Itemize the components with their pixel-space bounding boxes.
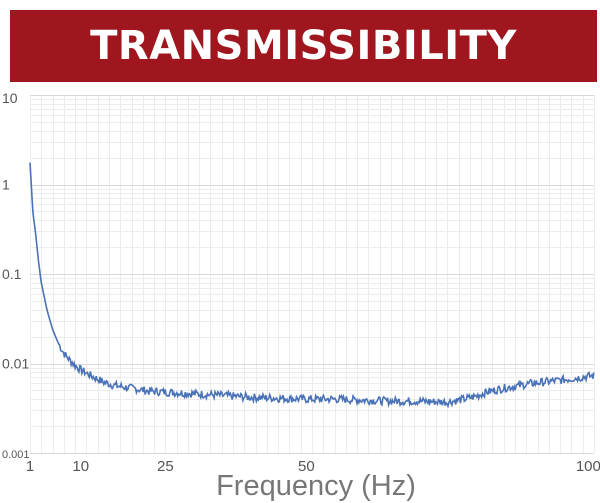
y-tick-label: 1 [2, 177, 10, 193]
y-tick-label: 0.01 [2, 356, 29, 372]
x-tick-label: 100 [576, 458, 600, 475]
x-axis-label: Frequency (Hz) [216, 470, 416, 502]
x-tick-label: 50 [298, 458, 315, 475]
page-title: TRANSMISSIBILITY [90, 23, 517, 69]
x-tick-label: 25 [157, 458, 174, 475]
y-tick-label: 10 [2, 90, 18, 106]
y-tick-label: 0.001 [2, 449, 30, 461]
series-line [29, 162, 595, 409]
title-banner: TRANSMISSIBILITY [10, 10, 597, 82]
y-tick-label: 0.1 [2, 266, 22, 282]
x-tick-label: 10 [72, 458, 89, 475]
x-tick-label: 1 [26, 458, 34, 475]
